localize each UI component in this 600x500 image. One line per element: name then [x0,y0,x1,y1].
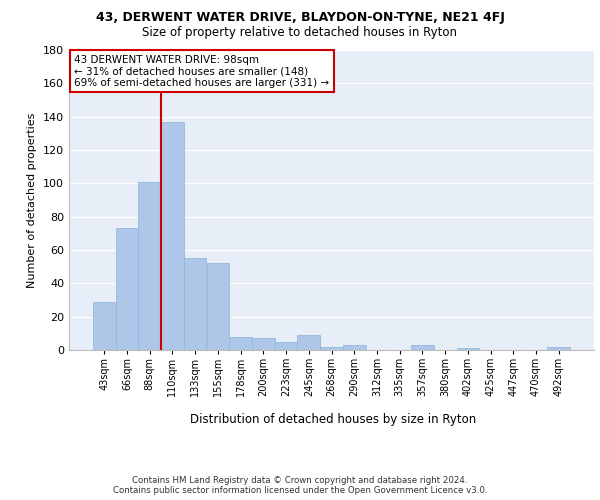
Bar [411,345,434,350]
Bar [161,122,184,350]
Text: Size of property relative to detached houses in Ryton: Size of property relative to detached ho… [143,26,458,39]
Bar [320,346,343,350]
Bar [547,346,570,350]
Bar [275,342,298,350]
Bar [139,182,161,350]
Y-axis label: Number of detached properties: Number of detached properties [28,112,37,288]
Bar [229,336,252,350]
Text: Contains HM Land Registry data © Crown copyright and database right 2024.
Contai: Contains HM Land Registry data © Crown c… [113,476,487,495]
Bar [116,228,139,350]
Bar [93,302,116,350]
Bar [343,345,365,350]
Text: 43 DERWENT WATER DRIVE: 98sqm
← 31% of detached houses are smaller (148)
69% of : 43 DERWENT WATER DRIVE: 98sqm ← 31% of d… [74,54,329,88]
Bar [298,335,320,350]
Bar [252,338,275,350]
Bar [457,348,479,350]
Bar [206,264,229,350]
Text: 43, DERWENT WATER DRIVE, BLAYDON-ON-TYNE, NE21 4FJ: 43, DERWENT WATER DRIVE, BLAYDON-ON-TYNE… [95,11,505,24]
Text: Distribution of detached houses by size in Ryton: Distribution of detached houses by size … [190,412,476,426]
Bar [184,258,206,350]
